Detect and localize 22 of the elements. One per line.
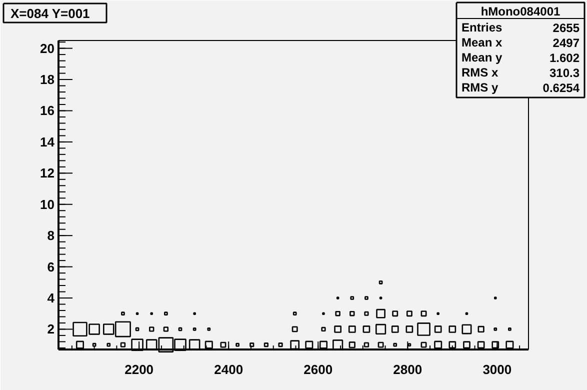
x-tick-label: 2800 bbox=[393, 362, 422, 377]
y-tick-label: 20 bbox=[40, 40, 55, 56]
y-tick-label: 10 bbox=[40, 196, 55, 212]
y-tick-label: 8 bbox=[47, 228, 55, 244]
x-tick-label: 2400 bbox=[214, 362, 244, 377]
text: Mean y 1.602 bbox=[462, 50, 580, 65]
y-tick-label: 2 bbox=[47, 322, 55, 337]
x-tick-label: 2600 bbox=[304, 362, 333, 377]
text: Mean x 2497 bbox=[462, 36, 580, 50]
chart-title: X=084 Y=001 bbox=[10, 6, 90, 21]
y-tick-label: 4 bbox=[47, 290, 56, 306]
text: RMS x 310.3 bbox=[462, 66, 580, 80]
y-tick-label: 18 bbox=[40, 72, 55, 88]
text: RMS y 0.6254 bbox=[462, 80, 580, 95]
y-tick-label: 14 bbox=[40, 134, 56, 150]
y-tick-label: 16 bbox=[40, 103, 55, 118]
x-tick-label: 3000 bbox=[482, 362, 512, 377]
y-tick-label: 12 bbox=[40, 166, 55, 181]
y-tick-label: 6 bbox=[47, 259, 55, 274]
x-tick-label: 2200 bbox=[124, 362, 154, 377]
text: Entries 2655 bbox=[462, 20, 580, 35]
text: hMono084001 bbox=[480, 4, 561, 18]
